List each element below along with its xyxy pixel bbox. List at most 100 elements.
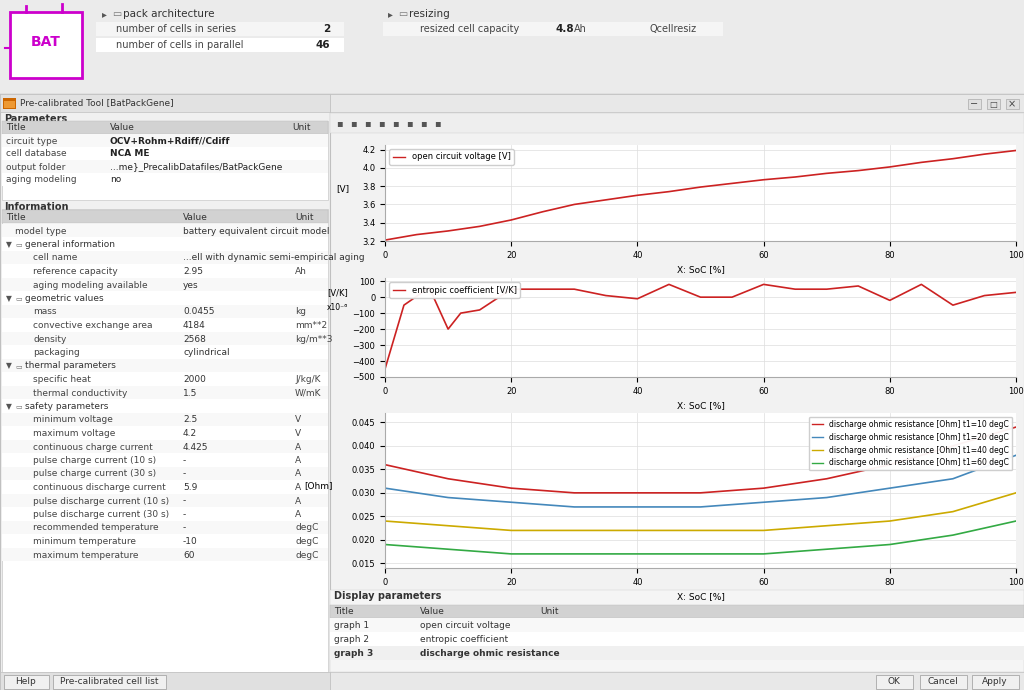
Text: NCA ME: NCA ME (110, 150, 150, 159)
Text: convective exchange area: convective exchange area (33, 321, 153, 330)
Text: ▪: ▪ (434, 118, 440, 128)
Text: general information: general information (25, 240, 115, 249)
Text: ▼: ▼ (6, 240, 12, 249)
Text: recommended temperature: recommended temperature (33, 524, 159, 533)
Y-axis label: [V]: [V] (336, 184, 349, 193)
Bar (2, 520, 328, 534)
Text: ▪: ▪ (336, 118, 342, 128)
Text: pulse discharge current (10 s): pulse discharge current (10 s) (33, 497, 169, 506)
Text: ▸: ▸ (102, 9, 106, 19)
Bar (330, 646, 1024, 660)
Text: discharge ohmic resistance: discharge ohmic resistance (420, 649, 560, 658)
Bar (383, 22, 723, 36)
Text: kg: kg (295, 308, 306, 317)
Text: Value: Value (110, 124, 135, 132)
Text: number of cells in parallel: number of cells in parallel (116, 40, 244, 50)
Text: Qcellresiz: Qcellresiz (650, 24, 697, 34)
Text: Unit: Unit (295, 213, 313, 221)
Text: A: A (295, 456, 301, 465)
Text: -: - (183, 510, 186, 519)
Bar (330, 672, 1024, 690)
Text: J/kg/K: J/kg/K (295, 375, 321, 384)
Text: degC: degC (295, 524, 318, 533)
FancyBboxPatch shape (920, 675, 967, 689)
Bar (2, 291, 328, 304)
Text: graph 2: graph 2 (334, 635, 369, 644)
Text: [V/K]: [V/K] (328, 288, 348, 297)
Bar (96, 22, 344, 36)
Text: A: A (295, 510, 301, 519)
Bar (2, 359, 328, 372)
Bar (2, 399, 328, 413)
Text: pulse charge current (30 s): pulse charge current (30 s) (33, 469, 156, 478)
Legend: entropic coefficient [V/K]: entropic coefficient [V/K] (389, 282, 520, 298)
Text: ▭: ▭ (398, 9, 408, 19)
Text: cell database: cell database (6, 150, 67, 159)
Text: geometric values: geometric values (25, 294, 103, 303)
Text: 2.5: 2.5 (183, 415, 198, 424)
Text: A: A (295, 469, 301, 478)
Text: packaging: packaging (33, 348, 80, 357)
Text: W/mK: W/mK (295, 388, 322, 397)
Bar (330, 94, 1024, 690)
Legend: discharge ohmic resistance [Ohm] t1=10 degC, discharge ohmic resistance [Ohm] t1: discharge ohmic resistance [Ohm] t1=10 d… (809, 417, 1012, 471)
Text: safety parameters: safety parameters (25, 402, 109, 411)
Text: specific heat: specific heat (33, 375, 91, 384)
Bar (2, 134, 328, 147)
Text: Title: Title (6, 213, 26, 221)
Bar (2, 440, 328, 453)
Text: 2000: 2000 (183, 375, 206, 384)
Text: -: - (183, 456, 186, 465)
Text: −: − (970, 99, 978, 109)
FancyBboxPatch shape (876, 675, 912, 689)
Text: 4.8: 4.8 (555, 24, 573, 34)
Text: kg/m**3: kg/m**3 (295, 335, 333, 344)
Text: Pre-calibrated Tool [BatPackGene]: Pre-calibrated Tool [BatPackGene] (20, 99, 174, 108)
Bar (0, 94, 330, 690)
Text: circuit type: circuit type (6, 137, 57, 146)
Text: pulse discharge current (30 s): pulse discharge current (30 s) (33, 510, 169, 519)
Text: Cancel: Cancel (928, 676, 958, 685)
Bar (10, 12, 82, 78)
Bar (2, 210, 328, 223)
Text: aging modeling: aging modeling (6, 175, 77, 184)
Bar (2, 386, 328, 399)
Text: 2: 2 (323, 24, 330, 34)
Bar (2, 466, 328, 480)
Bar (2, 250, 328, 264)
Text: ▭: ▭ (15, 404, 22, 409)
Text: Information: Information (4, 202, 69, 212)
Bar (0, 672, 330, 690)
Text: ▪: ▪ (364, 118, 371, 128)
Bar (2, 160, 328, 173)
X-axis label: X: SoC [%]: X: SoC [%] (677, 592, 724, 601)
Text: 46: 46 (315, 40, 330, 50)
FancyBboxPatch shape (968, 99, 981, 109)
Text: Title: Title (334, 607, 353, 616)
Text: ▼: ▼ (6, 402, 12, 411)
Text: Ah: Ah (574, 24, 587, 34)
Bar (330, 113, 1024, 133)
Text: degC: degC (295, 551, 318, 560)
Text: pulse charge current (10 s): pulse charge current (10 s) (33, 456, 156, 465)
Bar (2, 426, 328, 440)
Bar (330, 632, 1024, 646)
Text: 2.95: 2.95 (183, 267, 203, 276)
Bar (96, 38, 344, 52)
Text: Apply: Apply (982, 676, 1008, 685)
Text: minimum temperature: minimum temperature (33, 537, 136, 546)
Text: ▪: ▪ (392, 118, 398, 128)
Text: ▭: ▭ (112, 9, 121, 19)
Text: Pre-calibrated cell list: Pre-calibrated cell list (59, 676, 159, 685)
Text: ▪: ▪ (349, 118, 356, 128)
Text: Parameters: Parameters (4, 114, 68, 124)
Text: ▭: ▭ (15, 241, 22, 248)
Text: no: no (110, 175, 121, 184)
Bar (2, 534, 328, 547)
Text: graph 3: graph 3 (334, 649, 374, 658)
Text: battery equivalent circuit model: battery equivalent circuit model (183, 226, 330, 235)
Text: -10: -10 (183, 537, 198, 546)
Text: ▪: ▪ (406, 118, 413, 128)
Text: 60: 60 (183, 551, 195, 560)
Bar (2, 209, 328, 672)
